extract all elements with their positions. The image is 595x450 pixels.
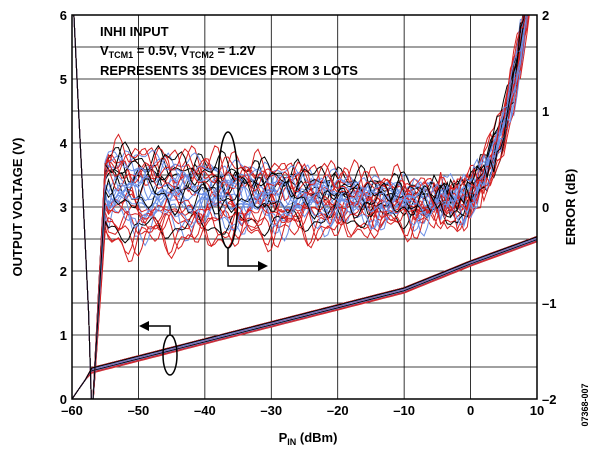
right-axis-ticks: –2 –1 0 1 2 xyxy=(542,8,556,407)
error-series-line xyxy=(73,15,529,399)
error-series-line xyxy=(73,15,528,399)
error-series-line xyxy=(73,15,527,399)
figure-id: 07368-007 xyxy=(580,383,590,426)
voltage-series-line xyxy=(72,238,537,399)
y-right-tick-label: 2 xyxy=(542,8,549,23)
voltage-series-line xyxy=(72,240,537,399)
y-right-tick-label: 1 xyxy=(542,104,549,119)
error-series-marker xyxy=(217,131,268,271)
annotation-line-3: REPRESENTS 35 DEVICES FROM 3 LOTS xyxy=(100,63,358,78)
arrow-right-icon xyxy=(258,261,268,271)
error-series-line xyxy=(73,15,527,399)
y-axis-left-label: OUTPUT VOLTAGE (V) xyxy=(10,138,25,277)
annotation-line-2: VTCM1 = 0.5V, VTCM2 = 1.2V xyxy=(100,43,256,60)
x-tick-label: 10 xyxy=(530,403,544,418)
y-left-tick-label: 0 xyxy=(60,392,67,407)
x-tick-label: –60 xyxy=(61,403,83,418)
error-series-line xyxy=(73,15,527,399)
y-left-tick-label: 5 xyxy=(60,72,67,87)
plot-frame xyxy=(71,14,538,400)
y-left-tick-label: 3 xyxy=(60,200,67,215)
error-arrow-line xyxy=(227,248,258,267)
y-left-tick-label: 4 xyxy=(60,136,68,151)
voltage-series-marker xyxy=(139,321,178,376)
error-series-line xyxy=(73,15,527,399)
x-tick-label: 0 xyxy=(467,403,474,418)
error-series-line xyxy=(73,15,528,399)
error-series-line xyxy=(73,15,524,399)
x-tick-label: –40 xyxy=(194,403,216,418)
series-layer xyxy=(72,15,537,399)
voltage-arrow-line xyxy=(149,325,171,335)
left-axis-ticks: 0 1 2 3 4 5 6 xyxy=(60,8,68,407)
y-right-tick-label: 0 xyxy=(542,200,549,215)
error-series-line xyxy=(73,15,526,399)
voltage-series-line xyxy=(72,237,537,399)
error-series-line xyxy=(73,15,524,399)
x-tick-label: –20 xyxy=(327,403,349,418)
x-tick-label: –50 xyxy=(128,403,150,418)
x-tick-label: –30 xyxy=(260,403,282,418)
arrow-left-icon xyxy=(139,321,149,331)
voltage-series-line xyxy=(72,236,537,399)
y-right-tick-label: –1 xyxy=(542,296,556,311)
y-left-tick-label: 6 xyxy=(60,8,67,23)
voltage-series-line xyxy=(72,239,537,399)
y-left-tick-label: 1 xyxy=(60,328,67,343)
y-axis-right-label: ERROR (dB) xyxy=(563,169,578,246)
x-axis-label: PIN (dBm) xyxy=(279,430,338,447)
x-tick-label: –10 xyxy=(393,403,415,418)
error-series-line xyxy=(73,15,525,399)
annotation-line-1: INHI INPUT xyxy=(100,24,169,39)
voltage-series-line xyxy=(72,241,537,399)
y-right-tick-label: –2 xyxy=(542,392,556,407)
bottom-axis-ticks: –60 –50 –40 –30 –20 –10 0 10 xyxy=(61,403,544,418)
y-left-tick-label: 2 xyxy=(60,264,67,279)
